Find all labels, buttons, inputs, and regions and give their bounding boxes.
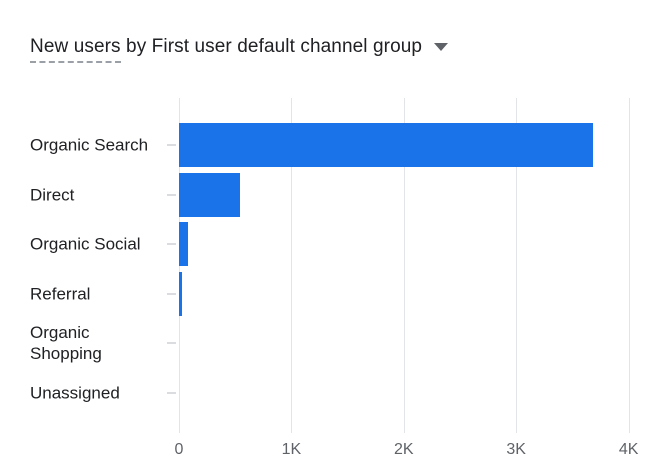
gridline-1K [291,98,293,433]
chart-title: New users by First user default channel … [30,36,449,63]
category-tick-direct [167,193,176,196]
gridline-4K [628,98,630,433]
metric-name-link[interactable]: New users [30,36,121,63]
x-axis-label-1K: 1K [281,441,302,458]
category-label-direct: Direct [30,185,75,205]
category-tick-organic-search [167,144,176,146]
gridline-2K [403,98,405,433]
category-tick-organic-social [167,243,176,246]
plot-area: 0 1K 2K 3K 4K [167,98,667,458]
category-label-referral: Referral [30,284,91,304]
category-tick-unassigned [167,392,176,394]
x-axis-label-3K: 3K [506,441,526,458]
x-axis-label-4K: 4K [618,441,639,458]
x-axis-label-0: 0 [174,441,184,458]
chart-title-rest: by First user default channel group [120,36,423,57]
category-label-organic-shopping: Organic Shopping [30,323,102,364]
category-tick-organic-shopping [167,342,176,345]
bar-referral[interactable] [179,271,183,316]
x-axis-label-2K: 2K [394,441,414,458]
bar-organic-social[interactable] [179,222,188,267]
bar-organic-search[interactable] [179,123,593,167]
category-label-organic-social: Organic Social [30,234,141,254]
bar-direct[interactable] [179,172,240,217]
category-tick-referral [167,292,176,295]
category-label-unassigned: Unassigned [30,383,120,403]
gridline-3K [516,98,518,433]
category-label-organic-search: Organic Search [30,135,149,155]
chevron-down-icon[interactable] [434,42,449,51]
